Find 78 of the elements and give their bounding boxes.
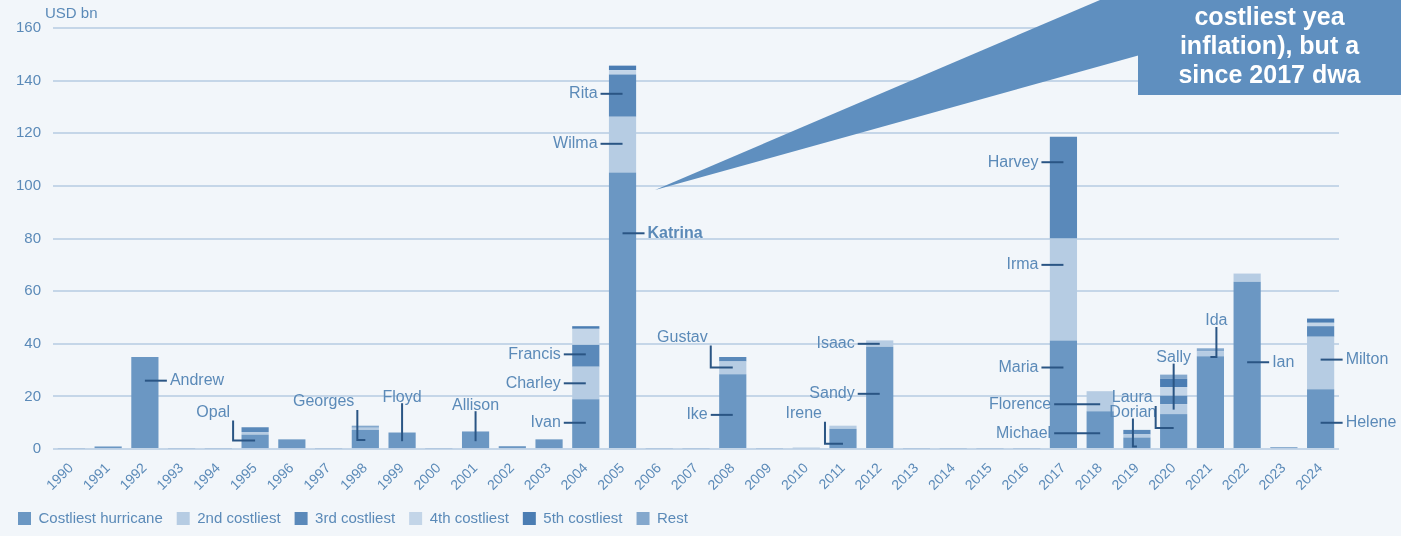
bar xyxy=(572,399,600,449)
annotation: Michael xyxy=(996,423,1052,441)
annotation: Ivan xyxy=(530,413,561,431)
bar xyxy=(131,356,159,449)
annotation: Wilma xyxy=(553,134,598,152)
bar xyxy=(241,431,269,435)
bar xyxy=(535,439,563,449)
annotation: Georges xyxy=(292,392,355,410)
bar xyxy=(608,116,637,173)
y-tick-label: 140 xyxy=(16,70,42,88)
bar xyxy=(388,432,416,449)
annotation: Francis xyxy=(508,344,561,362)
bar xyxy=(1196,356,1224,449)
bar xyxy=(572,326,600,329)
y-tick-label: 120 xyxy=(16,123,42,141)
annotation: costliest yea inflation), but a since 2017 dwa xyxy=(1138,0,1401,95)
y-tick-label: 100 xyxy=(16,176,42,194)
legend-label: 4th costliest xyxy=(429,508,510,526)
bar xyxy=(608,74,637,117)
y-tick-label: 40 xyxy=(24,333,42,351)
bar xyxy=(829,425,857,429)
legend-label: Costliest hurricane xyxy=(38,508,163,526)
bar xyxy=(608,172,637,449)
bar xyxy=(1307,336,1335,390)
legend-label: Rest xyxy=(657,508,689,526)
y-tick-label: 20 xyxy=(24,386,42,404)
legend-label: 3rd costliest xyxy=(315,508,396,526)
bar xyxy=(1233,273,1261,282)
bar xyxy=(351,429,379,449)
annotation: Maria xyxy=(998,357,1039,375)
bar xyxy=(1307,318,1335,323)
annotation: Irma xyxy=(1006,255,1039,273)
annotation: Harvey xyxy=(987,152,1039,170)
bar xyxy=(1160,404,1188,415)
y-tick-label: 80 xyxy=(24,228,42,246)
bar xyxy=(1196,351,1224,357)
bar xyxy=(278,439,306,449)
annotation: Floyd xyxy=(382,387,422,405)
bar xyxy=(829,428,857,449)
y-axis-title: USD bn xyxy=(45,4,98,22)
bar xyxy=(866,346,894,449)
annotation: Katrina xyxy=(647,223,703,241)
bar xyxy=(1160,414,1188,449)
y-tick-label: 0 xyxy=(32,439,42,457)
bar xyxy=(1160,378,1188,387)
legend-label: 5th costliest xyxy=(543,508,624,526)
annotation: Sally xyxy=(1156,348,1191,366)
bar xyxy=(1307,389,1335,449)
bar xyxy=(1049,136,1078,239)
annotation: Sandy xyxy=(809,384,855,402)
annotation: Andrew xyxy=(169,371,225,389)
annotation: Gustav xyxy=(657,327,708,345)
annotation: Isaac xyxy=(816,334,855,352)
annotation: Rita xyxy=(569,84,598,102)
annotation: Ian xyxy=(1272,352,1295,370)
bar xyxy=(1049,238,1078,341)
annotation: Irene xyxy=(785,404,823,422)
annotation: Opal xyxy=(196,402,231,420)
legend-label: 2nd costliest xyxy=(197,508,282,526)
annotation: Ida xyxy=(1205,311,1228,329)
bar xyxy=(1233,281,1261,449)
annotation: Helene xyxy=(1345,413,1397,431)
annotation: Milton xyxy=(1345,350,1389,368)
bar xyxy=(1307,326,1335,337)
y-tick-label: 60 xyxy=(24,281,42,299)
bar xyxy=(572,344,600,367)
bar xyxy=(1049,340,1078,449)
bar xyxy=(461,431,490,449)
bar xyxy=(572,366,600,400)
annotation: Allison xyxy=(451,395,500,413)
bar xyxy=(719,361,747,375)
bar xyxy=(719,374,747,449)
annotation: Ike xyxy=(686,405,708,423)
bar xyxy=(608,70,637,75)
bar xyxy=(241,427,269,432)
annotation: Charley xyxy=(505,373,561,391)
bar xyxy=(1123,434,1151,438)
y-tick-label: 160 xyxy=(16,18,42,36)
